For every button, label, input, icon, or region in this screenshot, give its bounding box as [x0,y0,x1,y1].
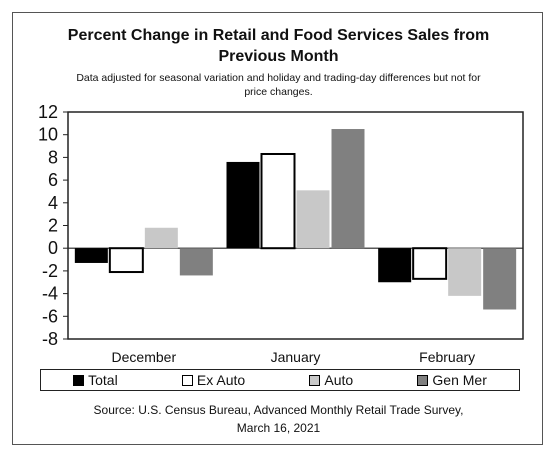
y-tick-label: 2 [48,216,58,236]
source-line-1: Source: U.S. Census Bureau, Advanced Mon… [93,403,464,417]
legend-item-total: Total [73,372,118,388]
y-tick-label: 10 [38,125,58,145]
legend-label-total: Total [88,372,118,388]
chart-subtitle-line-2: price changes. [244,86,313,98]
source-line-2: March 16, 2021 [236,421,321,435]
bar-auto-december [144,227,178,249]
y-tick-label: 8 [48,147,58,167]
y-tick-label: -2 [42,261,58,281]
y-tick-label: 0 [48,238,58,258]
y-tick-label: 6 [48,170,58,190]
y-tick-label: 12 [38,102,58,122]
chart-subtitle-line-1: Data adjusted for seasonal variation and… [76,72,481,84]
bar-auto-february [448,248,482,296]
legend-item-ex-auto: Ex Auto [181,372,246,388]
bar-gen-mer-december [179,248,213,276]
bar-total-december [74,248,108,263]
legend-swatch-auto [309,374,321,386]
legend-label-gen-mer: Gen Mer [432,372,487,388]
y-tick-label: -4 [42,284,58,304]
category-label-january: January [271,349,321,365]
legend: Total Ex Auto Auto Gen Mer [40,369,520,391]
bar-ex-auto-february [412,247,448,280]
legend-swatch-total [73,374,85,386]
bar-ex-auto-december [108,247,144,274]
legend-label-ex-auto: Ex Auto [196,372,246,388]
bar-auto-january [296,190,330,249]
y-tick-label: -8 [42,329,58,349]
bar-total-january [226,161,260,249]
y-tick-label: -6 [42,306,58,326]
bar-total-february [378,248,412,283]
legend-label-auto: Auto [324,372,354,388]
category-label-february: February [419,349,475,365]
chart-title-line-2: Previous Month [218,48,339,65]
bar-ex-auto-january [260,152,296,250]
y-tick-label: 4 [48,193,58,213]
legend-swatch-ex-auto [181,374,193,386]
chart-title-line-1: Percent Change in Retail and Food Servic… [67,27,490,44]
legend-item-auto: Auto [309,372,353,388]
bar-gen-mer-january [331,129,365,249]
bar-gen-mer-february [483,248,517,310]
legend-swatch-gen-mer [417,374,429,386]
category-label-december: December [112,349,177,365]
legend-item-gen-mer: Gen Mer [417,372,487,388]
chart-frame [12,12,543,445]
